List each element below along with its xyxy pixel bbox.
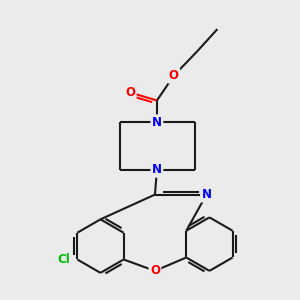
Text: N: N bbox=[152, 163, 162, 176]
Text: O: O bbox=[169, 69, 179, 82]
Text: O: O bbox=[150, 264, 160, 278]
Text: Cl: Cl bbox=[57, 253, 70, 266]
Text: N: N bbox=[152, 116, 162, 129]
Text: N: N bbox=[202, 188, 212, 201]
Text: O: O bbox=[125, 86, 135, 99]
